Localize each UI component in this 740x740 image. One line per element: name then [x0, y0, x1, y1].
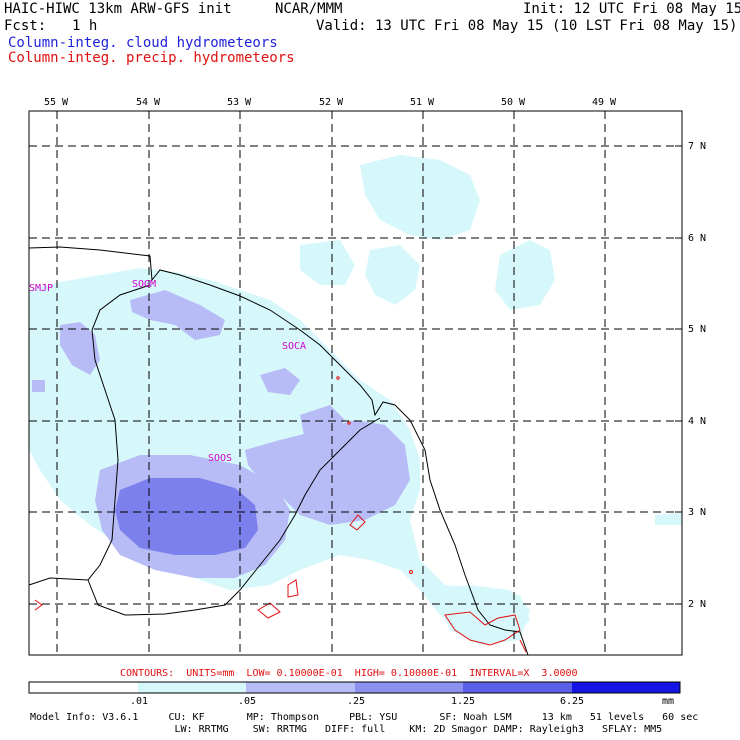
- precip-contours: [34, 376, 527, 653]
- lat-label-2n: 2 N: [688, 599, 707, 610]
- lon-label-53w: 53 W: [227, 97, 252, 108]
- station-sogm: SOGM: [132, 279, 157, 290]
- colorbar-bin-1: [29, 682, 138, 693]
- colorbar-tick-2: .05: [238, 696, 257, 707]
- fcst-label: Fcst:: [4, 18, 47, 34]
- lat-label-6n: 6 N: [688, 233, 707, 244]
- colorbar-tick-5: 6.25: [560, 696, 585, 707]
- lon-label-55w: 55 W: [44, 97, 69, 108]
- colorbar-bin-4: [355, 682, 463, 693]
- colorbar-bin-6: [572, 682, 680, 693]
- colorbar-tick-1: .01: [130, 696, 149, 707]
- colorbar: [28, 681, 681, 694]
- field-cloud-label: Column-integ. cloud hydrometeors: [8, 35, 278, 51]
- lon-label-49w: 49 W: [592, 97, 617, 108]
- model-info-line2: LW: RRTMG SW: RRTMG DIFF: full KM: 2D Sm…: [30, 724, 663, 735]
- colorbar-bin-2: [138, 682, 246, 693]
- map-border: [28, 110, 683, 656]
- colorbar-tick-3: .25: [347, 696, 366, 707]
- lon-label-52w: 52 W: [319, 97, 344, 108]
- coastline: [28, 246, 529, 656]
- field-precip-label: Column-integ. precip. hydrometeors: [8, 50, 295, 66]
- colorbar-tick-4: 1.25: [451, 696, 476, 707]
- frame-ticks: [56, 111, 682, 605]
- lon-label-54w: 54 W: [136, 97, 161, 108]
- contours-info: CONTOURS: UNITS=mm LOW= 0.10000E-01 HIGH…: [120, 668, 578, 679]
- fcst-value: 1 h: [72, 18, 98, 34]
- org-label: NCAR/MMM: [275, 1, 343, 17]
- model-title: HAIC-HIWC 13km ARW-GFS init: [4, 1, 232, 17]
- lon-label-50w: 50 W: [501, 97, 526, 108]
- station-soca: SOCA: [282, 341, 307, 352]
- lat-label-5n: 5 N: [688, 324, 707, 335]
- valid-time: Valid: 13 UTC Fri 08 May 15 (10 LST Fri …: [316, 18, 738, 34]
- lat-label-7n: 7 N: [688, 141, 707, 152]
- cloud-strong-shading: [115, 478, 258, 555]
- lat-label-4n: 4 N: [688, 416, 707, 427]
- colorbar-bin-3: [246, 682, 355, 693]
- station-smjp: SMJP: [29, 283, 54, 294]
- model-info-line1: Model Info: V3.6.1 CU: KF MP: Thompson P…: [30, 712, 699, 723]
- lon-label-51w: 51 W: [410, 97, 435, 108]
- latlon-grid: [29, 111, 682, 655]
- lat-label-3n: 3 N: [688, 507, 707, 518]
- colorbar-units: mm: [662, 696, 675, 707]
- init-time: Init: 12 UTC Fri 08 May 15: [523, 1, 740, 17]
- colorbar-bin-5: [463, 682, 572, 693]
- station-soos: SOOS: [208, 453, 233, 464]
- colorbar-border: [28, 681, 681, 694]
